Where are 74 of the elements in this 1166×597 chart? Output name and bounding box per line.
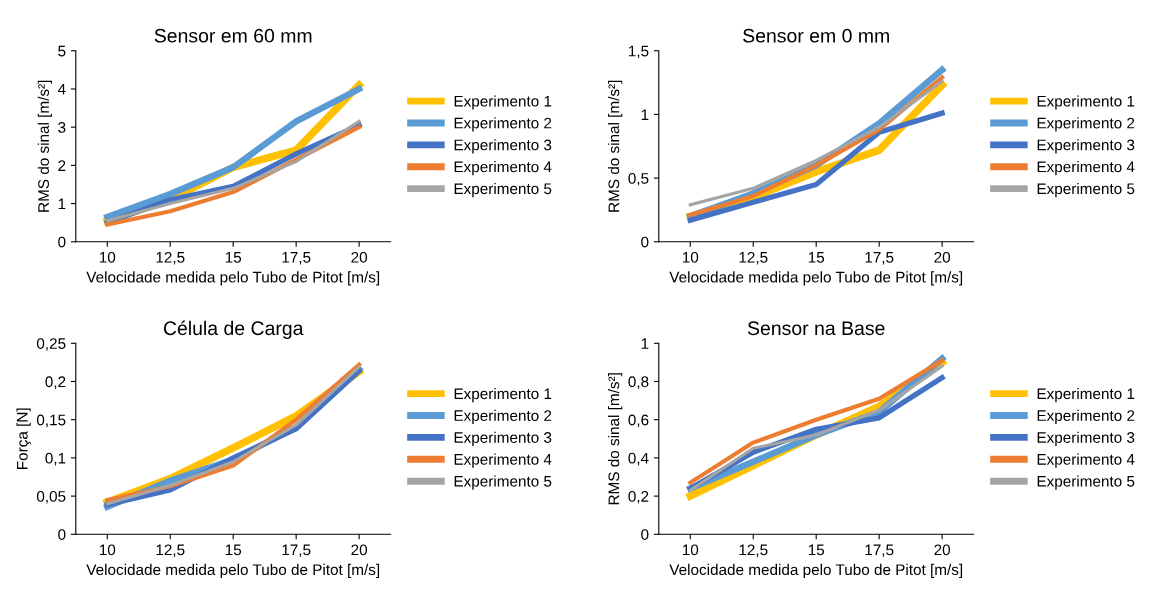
legend-label: Experimento 4 <box>454 161 552 176</box>
y-tick-label: 1,5 <box>629 45 649 59</box>
y-axis-title: RMS do sinal [m/s²] <box>608 80 623 212</box>
y-axis-title: RMS do sinal [m/s²] <box>608 373 623 505</box>
legend-label: Experimento 2 <box>1037 117 1135 132</box>
y-tick-label: 0,25 <box>36 338 66 351</box>
x-tick-label: 12,5 <box>156 544 185 558</box>
y-tick-label: 5 <box>58 45 66 57</box>
y-tick-label: 0,5 <box>628 172 649 186</box>
x-tick-label: 17,5 <box>865 252 894 265</box>
legend-label: Experimento 5 <box>454 182 552 198</box>
chart-title: Célula de Carga <box>163 320 304 339</box>
y-tick-label: 0 <box>58 236 66 248</box>
x-axis-title: Velocidade medida pelo Tubo de Pitot [m/s] <box>669 271 963 286</box>
x-axis-title: Velocidade medida pelo Tubo de Pitot [m/s] <box>86 563 380 579</box>
legend-label: Experimento 3 <box>1037 431 1135 446</box>
y-tick-label: 1 <box>641 109 649 120</box>
y-tick-label: 4 <box>57 83 66 95</box>
legend-label: Experimento 5 <box>454 475 552 490</box>
x-tick-label: 12,5 <box>156 251 185 265</box>
x-tick-label: 15 <box>808 544 825 556</box>
y-tick-label: 0 <box>641 236 649 248</box>
x-tick-label: 10 <box>99 544 116 556</box>
legend-label: Experimento 3 <box>454 431 552 446</box>
y-tick-label: 2 <box>58 160 66 171</box>
y-tick-label: 0,6 <box>628 414 649 428</box>
x-tick-label: 15 <box>808 252 825 263</box>
legend-label: Experimento 2 <box>454 409 552 425</box>
x-tick-label: 15 <box>225 544 242 556</box>
chart-title: Sensor na Base <box>747 321 885 336</box>
legend-label: Experimento 1 <box>1037 95 1135 110</box>
x-tick-label: 12,5 <box>739 251 768 265</box>
y-axis-title: Força [N] <box>16 408 31 469</box>
x-tick-label: 17,5 <box>282 544 311 558</box>
y-tick-label: 0,4 <box>628 452 649 466</box>
x-tick-label: 15 <box>225 252 242 263</box>
y-tick-label: 0,2 <box>45 376 66 389</box>
x-tick-label: 20 <box>351 251 368 263</box>
y-tick-label: 1 <box>58 198 66 210</box>
y-tick-label: 3 <box>58 122 66 133</box>
x-tick-label: 17,5 <box>865 544 894 558</box>
y-axis-title: RMS do sinal [m/s²] <box>37 80 53 212</box>
x-tick-label: 17,5 <box>282 252 311 265</box>
y-tick-label: 0,2 <box>628 490 649 504</box>
x-tick-label: 20 <box>934 251 951 263</box>
legend-label: Experimento 1 <box>454 387 552 403</box>
x-tick-label: 20 <box>934 544 951 556</box>
legend-label: Experimento 4 <box>454 453 552 468</box>
y-tick-label: 0,05 <box>36 490 66 504</box>
legend-label: Experimento 5 <box>1037 182 1135 198</box>
chart-title: Sensor em 0 mm <box>743 28 889 43</box>
y-tick-label: 0,8 <box>628 376 649 389</box>
y-tick-label: 0,1 <box>45 452 66 466</box>
legend-label: Experimento 3 <box>1037 139 1135 154</box>
x-tick-label: 12,5 <box>739 544 768 558</box>
y-tick-label: 0,15 <box>36 414 66 428</box>
legend-label: Experimento 1 <box>454 95 552 110</box>
y-tick-label: 1 <box>641 338 649 349</box>
x-tick-label: 10 <box>682 251 699 263</box>
legend-label: Experimento 2 <box>1037 409 1135 425</box>
x-tick-label: 20 <box>351 544 368 556</box>
legend-label: Experimento 2 <box>454 117 552 132</box>
chart-title: Sensor em 60 mm <box>154 28 312 43</box>
x-tick-label: 10 <box>99 251 116 263</box>
y-tick-label: 0 <box>58 529 66 540</box>
x-axis-title: Velocidade medida pelo Tubo de Pitot [m/s] <box>86 271 380 286</box>
x-axis-title: Velocidade medida pelo Tubo de Pitot [m/s] <box>669 563 963 579</box>
y-tick-label: 0 <box>641 529 649 540</box>
legend-label: Experimento 5 <box>1037 475 1135 490</box>
legend-label: Experimento 3 <box>454 139 552 154</box>
x-tick-label: 10 <box>682 544 699 556</box>
legend-label: Experimento 4 <box>1037 161 1135 176</box>
legend-label: Experimento 1 <box>1037 387 1135 403</box>
legend-label: Experimento 4 <box>1037 453 1135 468</box>
